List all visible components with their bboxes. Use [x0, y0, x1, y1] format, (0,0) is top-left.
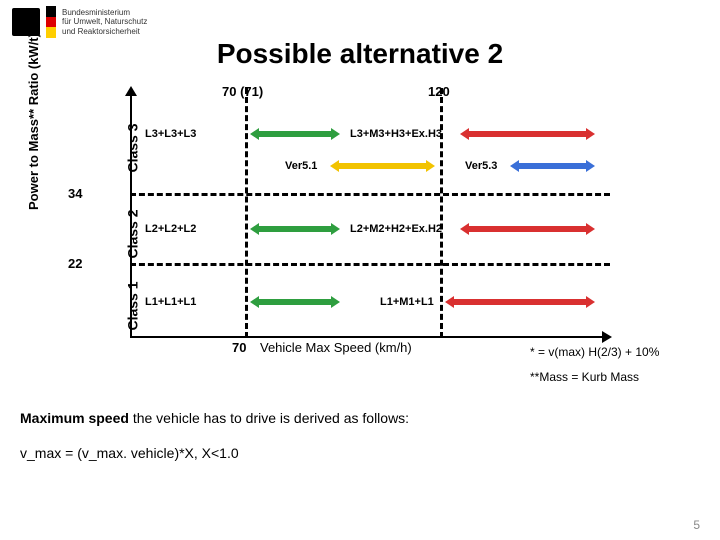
- row-label: Ver5.3: [465, 160, 497, 172]
- hline-22: [130, 263, 610, 266]
- x-arrow-icon: [602, 331, 612, 343]
- row-label: Ver5.1: [285, 160, 317, 172]
- arrow-blue: [510, 160, 595, 172]
- class-label-3: Class 3: [125, 123, 141, 172]
- row-label: L1+M1+L1: [380, 296, 434, 308]
- german-flag-icon: [46, 6, 56, 38]
- eagle-icon: [12, 8, 40, 36]
- x-axis-label: Vehicle Max Speed (km/h): [260, 340, 412, 355]
- ministry-line: für Umwelt, Naturschutz: [62, 17, 147, 27]
- row-label: L3+M3+H3+Ex.H3: [350, 128, 442, 140]
- flag-stripe: [46, 27, 56, 38]
- x-axis: [130, 336, 610, 338]
- x-tick-top: 120: [428, 84, 450, 99]
- body-bold: Maximum speed: [20, 410, 129, 426]
- y-tick: 34: [68, 186, 82, 201]
- flag-stripe: [46, 17, 56, 28]
- ministry-line: und Reaktorsicherheit: [62, 27, 147, 37]
- ministry-line: Bundesministerium: [62, 8, 147, 18]
- x-tick-bottom: 70: [232, 340, 246, 355]
- row-label: L2+L2+L2: [145, 223, 196, 235]
- body-line-1: Maximum speed the vehicle has to drive i…: [20, 410, 409, 426]
- body-line-2: v_max = (v_max. vehicle)*X, X<1.0: [20, 445, 239, 461]
- ministry-name: Bundesministerium für Umwelt, Naturschut…: [62, 8, 147, 37]
- vline-120: [440, 88, 443, 338]
- row-label: L2+M2+H2+Ex.H2: [350, 223, 442, 235]
- slide-number: 5: [693, 518, 700, 532]
- y-axis-label: Power to Mass** Ratio (kW/t): [26, 33, 41, 210]
- y-arrow-icon: [125, 86, 137, 96]
- row-label: L1+L1+L1: [145, 296, 196, 308]
- flag-stripe: [46, 6, 56, 17]
- footnote-1: * = v(max) H(2/3) + 10%: [530, 345, 659, 359]
- class-chart: 70 (71) 120 22 34 70 Vehicle Max Speed (…: [50, 88, 610, 338]
- body-rest: the vehicle has to drive is derived as f…: [129, 410, 409, 426]
- arrow-green: [250, 296, 340, 308]
- vline-70: [245, 88, 248, 338]
- footnote-2: **Mass = Kurb Mass: [530, 370, 639, 384]
- x-tick-top: 70 (71): [222, 84, 263, 99]
- y-tick: 22: [68, 256, 82, 271]
- row-label: L3+L3+L3: [145, 128, 196, 140]
- page-title: Possible alternative 2: [0, 38, 720, 70]
- class-label-1: Class 1: [125, 281, 141, 330]
- hline-34: [130, 193, 610, 196]
- arrow-green: [250, 223, 340, 235]
- arrow-red: [460, 128, 595, 140]
- arrow-yellow: [330, 160, 435, 172]
- class-label-2: Class 2: [125, 209, 141, 258]
- arrow-red: [460, 223, 595, 235]
- arrow-green: [250, 128, 340, 140]
- arrow-red: [445, 296, 595, 308]
